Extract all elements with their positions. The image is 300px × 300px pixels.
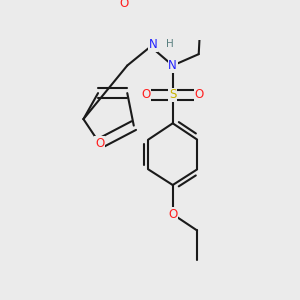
Text: N: N [149,38,158,51]
Text: S: S [169,88,176,101]
Text: O: O [142,88,151,101]
Text: O: O [195,88,204,101]
Text: N: N [168,59,177,72]
Text: H: H [166,39,173,50]
Text: O: O [119,0,129,10]
Text: O: O [95,137,104,150]
Text: O: O [168,208,177,221]
